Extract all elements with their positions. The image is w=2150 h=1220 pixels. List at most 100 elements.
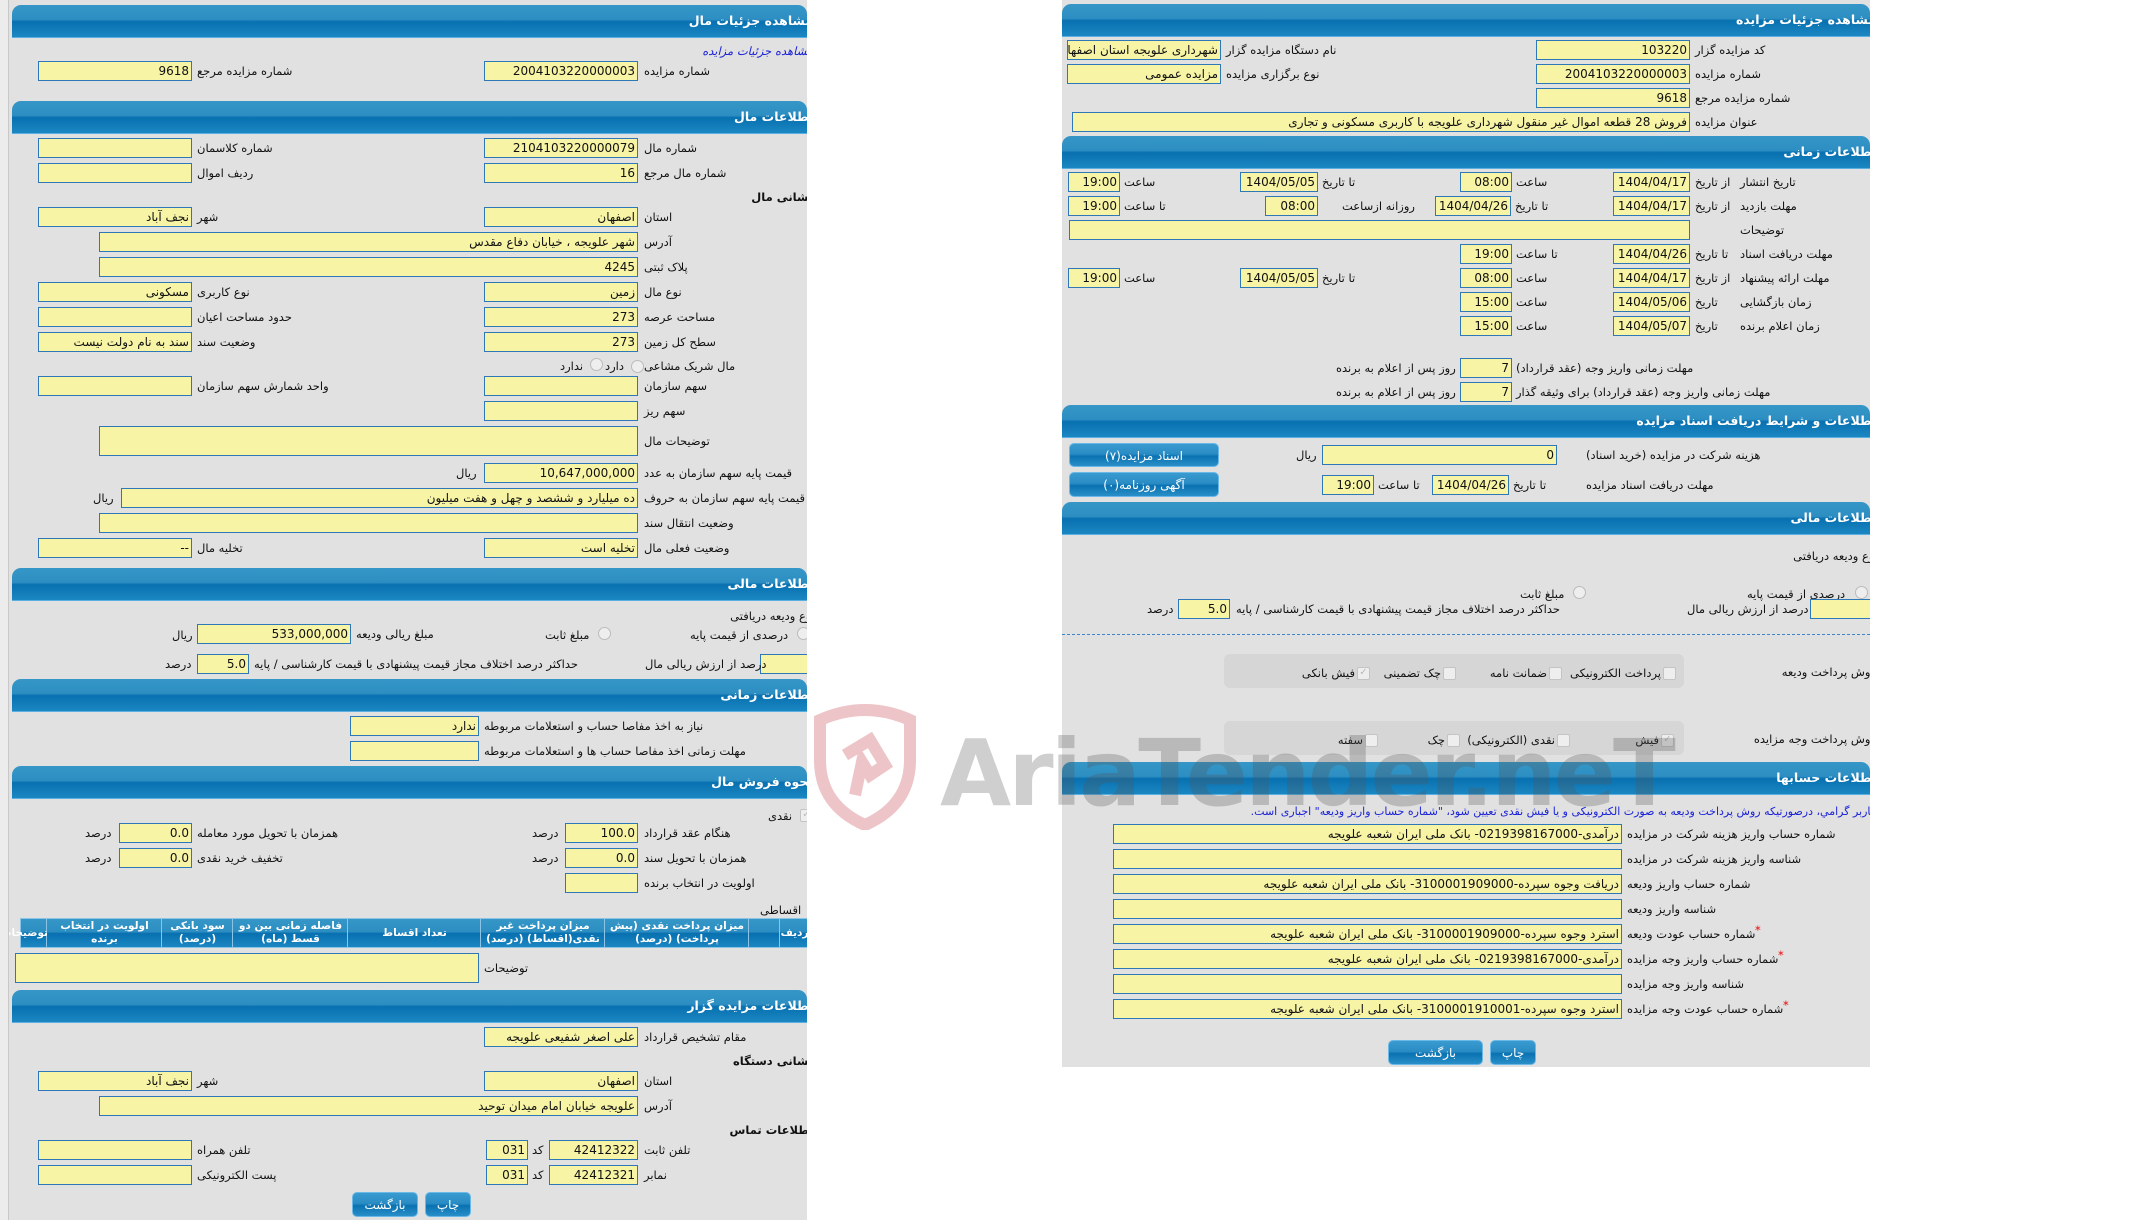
publish-date-from-input[interactable]: 1404/04/17 (1613, 172, 1690, 192)
winner-announce-time-time-input[interactable]: 15:00 (1460, 316, 1512, 336)
account-input[interactable] (1113, 974, 1622, 994)
time-notes-input[interactable] (1069, 220, 1690, 240)
current-status-input[interactable]: تخلیه است (484, 538, 638, 558)
max-price-diff-input[interactable]: 5.0 (1178, 599, 1230, 619)
deposit-percent-radio[interactable] (797, 627, 807, 640)
pay-deadline-input[interactable]: 7 (1460, 358, 1512, 378)
account-input[interactable] (1113, 899, 1622, 919)
bid-submit-deadline-to-time-input[interactable]: 19:00 (1068, 268, 1120, 288)
ref-auction-number-input[interactable]: 9618 (1536, 88, 1690, 108)
clearance-needed-input[interactable]: ندارد (350, 716, 479, 736)
on-deed-input[interactable]: 0.0 (565, 848, 638, 868)
visit-deadline-to-input[interactable]: 1404/04/26 (1435, 196, 1511, 216)
province-input[interactable]: اصفهان (484, 207, 638, 227)
fax-input[interactable]: 42412321 (549, 1165, 638, 1185)
base-price-words-input[interactable]: ده میلیارد و ششصد و چهل و هفت میلیون (121, 488, 638, 508)
auction-number-input[interactable]: 2004103220000003 (1536, 64, 1690, 84)
deposit-method-option-checkbox[interactable] (1443, 667, 1456, 680)
eviction-input[interactable]: -- (38, 538, 192, 558)
phone-input[interactable]: 42412322 (549, 1140, 638, 1160)
max-price-diff-input[interactable]: 5.0 (197, 654, 249, 674)
sub-share-input[interactable] (484, 401, 638, 421)
auction-details-link[interactable]: مشاهده جزئیات مزایده (702, 44, 807, 58)
visit-deadline-daily-from-input[interactable]: 08:00 (1265, 196, 1318, 216)
clearance-deadline-input[interactable] (350, 741, 479, 761)
account-input[interactable]: درآمدی-0219398167000- بانک ملی ایران شعب… (1113, 824, 1622, 844)
visit-deadline-to-time-input[interactable]: 19:00 (1068, 196, 1120, 216)
address-input[interactable]: شهر علویجه ، خیابان دفاع مقدس (99, 232, 638, 252)
org-name-input[interactable]: شهرداری علویجه استان اصفهان (1067, 40, 1221, 60)
auctioneer-code-input[interactable]: 103220 (1536, 40, 1690, 60)
cash-discount-input[interactable]: 0.0 (119, 848, 192, 868)
deposit-percent-input[interactable] (1810, 599, 1870, 619)
org-province-input[interactable]: اصفهان (484, 1071, 638, 1091)
on-delivery-input[interactable]: 0.0 (119, 823, 192, 843)
auction-number-input[interactable]: 2004103220000003 (484, 61, 638, 81)
auction-documents-button[interactable]: اسناد مزایده(۷) (1069, 443, 1219, 467)
visit-deadline-from-input[interactable]: 1404/04/17 (1613, 196, 1690, 216)
payment-method-option-checkbox[interactable] (1557, 734, 1570, 747)
org-address-input[interactable]: علویجه خیابان امام میدان توحید (99, 1096, 638, 1116)
docs-deadline-date-input[interactable]: 1404/04/26 (1432, 475, 1509, 495)
deposit-fixed-radio[interactable] (598, 627, 611, 640)
contract-authority-input[interactable]: علی اصغر شفیعی علویجه (484, 1027, 638, 1047)
winner-priority-input[interactable] (565, 873, 638, 893)
deposit-method-option-checkbox[interactable] (1663, 667, 1676, 680)
deposit-method-option-checkbox[interactable]: ✓ (1357, 667, 1370, 680)
doc-receive-deadline-to-input[interactable]: 1404/04/26 (1613, 244, 1690, 264)
back-button[interactable]: بازگشت (352, 1192, 418, 1217)
holding-type-input[interactable]: مزایده عمومی (1067, 64, 1221, 84)
property-ref-number-input[interactable]: 16 (484, 163, 638, 183)
usage-type-input[interactable]: مسکونی (38, 282, 192, 302)
docs-deadline-time-input[interactable]: 19:00 (1322, 475, 1374, 495)
class-number-input[interactable] (38, 138, 192, 158)
publish-date-to-input[interactable]: 1404/05/05 (1240, 172, 1318, 192)
total-land-area-input[interactable]: 273 (484, 332, 638, 352)
property-number-input[interactable]: 2104103220000079 (484, 138, 638, 158)
print-button[interactable]: چاپ (425, 1192, 471, 1217)
bid-submit-deadline-to-input[interactable]: 1404/05/05 (1240, 268, 1318, 288)
fax-code-input[interactable]: 031 (486, 1165, 528, 1185)
winner-announce-time-date-input[interactable]: 1404/05/07 (1613, 316, 1690, 336)
publish-date-from-time-input[interactable]: 08:00 (1460, 172, 1512, 192)
cash-checkbox[interactable]: ✓ (800, 809, 807, 822)
registration-plaque-input[interactable]: 4245 (99, 257, 638, 277)
participation-fee-input[interactable]: 0 (1322, 445, 1557, 465)
org-share-input[interactable] (484, 376, 638, 396)
phone-code-input[interactable]: 031 (486, 1140, 528, 1160)
city-input[interactable]: نجف آباد (38, 207, 192, 227)
land-area-input[interactable]: 273 (484, 307, 638, 327)
org-city-input[interactable]: نجف آباد (38, 1071, 192, 1091)
deposit-amount-input[interactable]: 533,000,000 (197, 624, 351, 644)
opening-time-date-input[interactable]: 1404/05/06 (1613, 292, 1690, 312)
account-input[interactable]: دریافت وجوه سپرده-3100001909000- بانک مل… (1113, 874, 1622, 894)
pay-deadline-collateral-input[interactable]: 7 (1460, 382, 1512, 402)
deposit-method-option-checkbox[interactable] (1549, 667, 1562, 680)
shared-yes-radio[interactable] (631, 360, 644, 373)
share-unit-input[interactable] (38, 376, 192, 396)
deed-status-input[interactable]: سند به نام دولت نیست (38, 332, 192, 352)
shared-no-radio[interactable] (590, 358, 603, 371)
deposit-fixed-radio[interactable] (1573, 586, 1586, 599)
property-type-input[interactable]: زمین (484, 282, 638, 302)
on-contract-input[interactable]: 100.0 (565, 823, 638, 843)
print-button[interactable]: چاپ (1490, 1040, 1536, 1065)
payment-method-option-checkbox[interactable] (1447, 734, 1460, 747)
back-button[interactable]: بازگشت (1388, 1040, 1483, 1065)
bid-submit-deadline-from-time-input[interactable]: 08:00 (1460, 268, 1512, 288)
doc-receive-deadline-to-time-input[interactable]: 19:00 (1460, 244, 1512, 264)
email-input[interactable] (38, 1165, 192, 1185)
payment-method-option-checkbox[interactable] (1365, 734, 1378, 747)
bid-submit-deadline-from-input[interactable]: 1404/04/17 (1613, 268, 1690, 288)
mobile-input[interactable] (38, 1140, 192, 1160)
account-input[interactable]: استرد وجوه سپرده-3100001910001- بانک ملی… (1113, 999, 1622, 1019)
property-description-input[interactable] (99, 426, 638, 456)
building-area-input[interactable] (38, 307, 192, 327)
account-input[interactable]: استرد وجوه سپرده-3100001909000- بانک ملی… (1113, 924, 1622, 944)
account-input[interactable] (1113, 849, 1622, 869)
deposit-percent-input[interactable] (760, 654, 807, 674)
base-price-number-input[interactable]: 10,647,000,000 (484, 463, 638, 483)
account-input[interactable]: درآمدی-0219398167000- بانک ملی ایران شعب… (1113, 949, 1622, 969)
opening-time-time-input[interactable]: 15:00 (1460, 292, 1512, 312)
asset-row-input[interactable] (38, 163, 192, 183)
